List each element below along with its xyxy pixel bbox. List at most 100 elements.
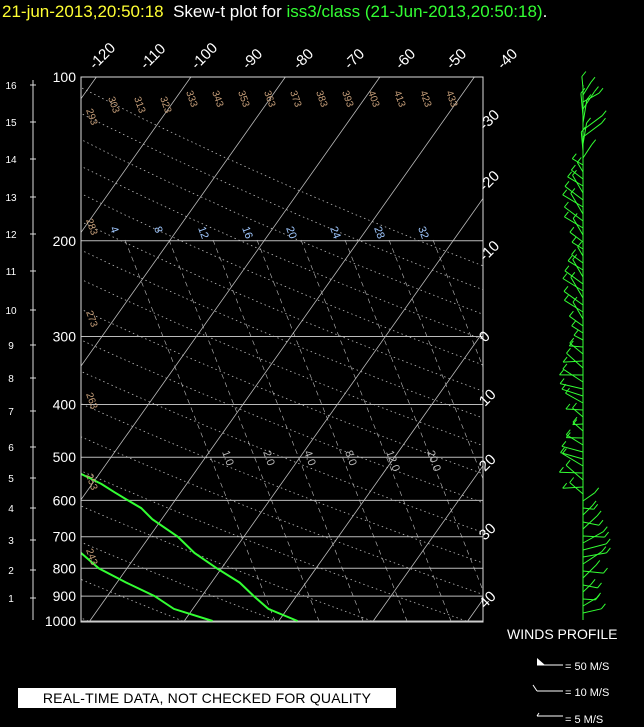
- wind-barb: [582, 608, 602, 614]
- mixing-ratio-line: [124, 239, 276, 622]
- wind-barb: [559, 383, 584, 390]
- wind-barb: [582, 81, 592, 96]
- wind-barb: [567, 176, 584, 187]
- pressure-tick-label: 600: [53, 492, 77, 508]
- wind-barb-feather: [560, 447, 565, 453]
- wind-barb: [582, 515, 598, 530]
- temperature-tick-label: -80: [290, 45, 317, 72]
- isotherm-line: [89, 77, 475, 622]
- wind-barb-feather: [562, 448, 567, 454]
- wind-barb: [580, 93, 584, 117]
- temperature-tick-label: 40: [476, 588, 500, 612]
- wind-barb-feather: [601, 117, 606, 124]
- wind-barb-feather: [572, 254, 578, 260]
- isotherm-line: [278, 331, 483, 622]
- temperature-tick-label: 10: [476, 386, 500, 410]
- wind-barb-feather: [572, 402, 577, 409]
- theta-label: 253: [83, 472, 99, 492]
- wind-barb-feather: [564, 211, 569, 218]
- wind-barb: [560, 452, 584, 460]
- wind-barb-feather: [597, 582, 602, 589]
- theta-label: 393: [339, 89, 355, 109]
- theta-label: 423: [417, 89, 433, 109]
- theta-label: 273: [83, 309, 99, 329]
- height-tick-label: 2: [8, 566, 14, 577]
- wind-barb-feather: [580, 87, 586, 94]
- wind-barb: [562, 194, 584, 208]
- isotherm-line: [183, 197, 483, 622]
- title-source: iss3/class (21-Jun-2013,20:50:18): [286, 2, 543, 21]
- dry-adiabat-line: [81, 112, 483, 291]
- height-tick-label: 12: [5, 230, 17, 241]
- wind-barb: [582, 552, 607, 558]
- isotherm-line: [81, 77, 381, 501]
- wind-barb-feather: [577, 241, 582, 248]
- pressure-tick-label: 100: [53, 69, 77, 85]
- wind-barb-feather: [562, 356, 568, 363]
- wind-barb-feather: [572, 419, 578, 425]
- wind-barb-feather: [590, 578, 596, 585]
- wind-barb-feather: [562, 363, 568, 370]
- height-tick-label: 9: [8, 341, 14, 352]
- wind-barb-feather: [571, 320, 577, 327]
- wind-barb: [569, 482, 584, 495]
- wind-barb-feather: [595, 560, 601, 566]
- wind-barb: [582, 505, 593, 516]
- wind-barb: [564, 206, 584, 222]
- temperature-tick-label: -110: [137, 40, 169, 72]
- wind-barb: [572, 175, 584, 194]
- height-tick-label: 15: [5, 118, 17, 129]
- wind-barb-feather: [586, 94, 592, 100]
- wind-barb-feather: [596, 592, 601, 599]
- wind-barb-feather: [563, 285, 569, 292]
- wind-barb-feather: [594, 487, 600, 494]
- wind-barb-feather: [601, 110, 607, 117]
- dry-adiabat-line: [81, 470, 467, 622]
- wind-barb: [582, 122, 588, 145]
- theta-label: 293: [83, 107, 99, 127]
- wind-barb-feather: [559, 378, 565, 384]
- isotherm-line: [81, 77, 286, 367]
- pressure-tick-label: 800: [53, 560, 77, 576]
- wind-legend-5: = 5 M/S: [565, 714, 604, 726]
- wind-barb: [582, 492, 595, 502]
- wind-barb: [582, 91, 595, 110]
- wind-barb-feather: [562, 482, 568, 489]
- wind-barb: [564, 299, 584, 313]
- temperature-tick-label: -90: [239, 45, 266, 72]
- theta-e-label: 1.0: [219, 449, 236, 467]
- mixing-ratio-line: [212, 239, 364, 622]
- wind-barb-feather: [601, 603, 606, 610]
- wind-barb-feather: [559, 369, 564, 376]
- temperature-tick-label: -50: [443, 45, 470, 72]
- mixing-ratio-label: 28: [371, 225, 386, 241]
- wind-barb: [572, 259, 584, 278]
- temperature-tick-label: 30: [476, 520, 500, 544]
- mixing-ratio-line: [256, 239, 408, 622]
- mixing-ratio-line: [300, 239, 452, 622]
- wind-barb: [569, 342, 584, 355]
- wind-barb-feather: [567, 171, 572, 178]
- wind-barb-feather: [559, 466, 564, 473]
- wind-barb-feather: [565, 429, 571, 436]
- mixing-ratio-line: [432, 239, 483, 368]
- wind-barb-feather: [581, 71, 587, 77]
- wind-barb-feather: [593, 503, 599, 510]
- theta-label: 383: [313, 89, 329, 109]
- wind-legend-50: = 50 M/S: [565, 661, 610, 673]
- height-tick-label: 11: [6, 267, 17, 278]
- isotherm-line: [467, 598, 483, 622]
- temperature-tick-label: -20: [476, 167, 503, 194]
- isotherm-line: [81, 77, 192, 234]
- wind-barb: [582, 565, 597, 579]
- temperature-tick-label: -30: [476, 106, 503, 133]
- wind-barb: [582, 507, 594, 510]
- theta-label: 353: [235, 89, 251, 109]
- wind-barb: [571, 241, 584, 250]
- temperature-tick-label: -60: [392, 45, 419, 72]
- wind-barb: [582, 584, 598, 589]
- wind-barb: [572, 423, 584, 426]
- wind-barb-feather: [570, 271, 576, 278]
- wind-barb-feather: [580, 126, 586, 133]
